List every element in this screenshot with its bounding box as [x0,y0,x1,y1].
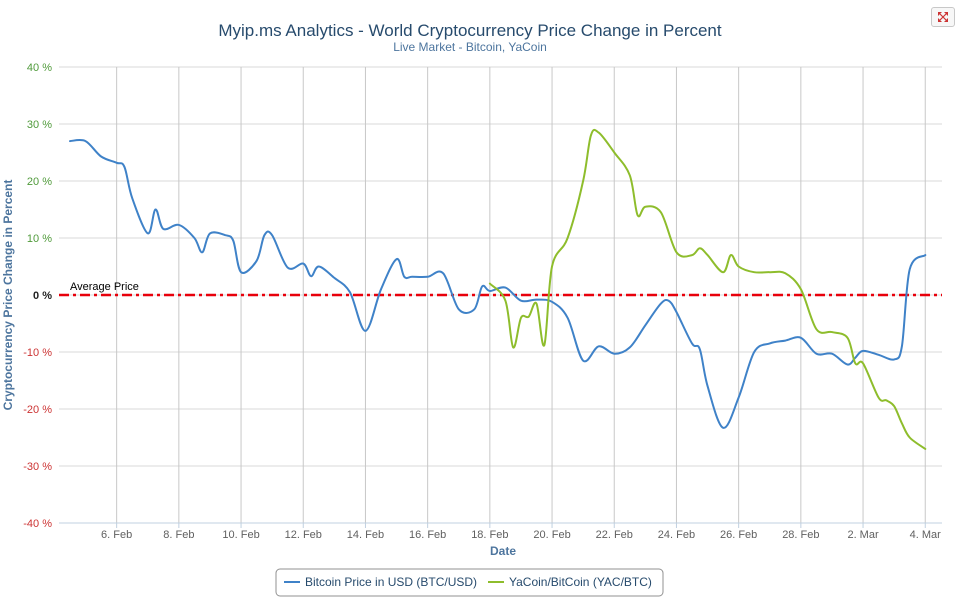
y-tick-label: -10 % [23,347,52,359]
plot-lines: Average Price [59,281,942,297]
x-tick-label: 20. Feb [533,529,570,541]
y-tick-label: -20 % [23,404,52,416]
y-tick-label: -30 % [23,461,52,473]
y-axis-ticks: 40 % 30 % 20 % 10 % 0 % -10 % -20 % -30 % -40 % [23,62,52,530]
y-tick-label: -40 % [23,518,52,530]
x-tick-label: 28. Feb [782,529,819,541]
series-line-yacoin [488,128,927,450]
legend: Bitcoin Price in USD (BTC/USD) YaCoin/Bi… [275,568,664,597]
legend-label-yacoin: YaCoin/BitCoin (YAC/BTC) [509,575,652,589]
fullscreen-icon [938,12,948,22]
x-tick-label: 14. Feb [347,529,384,541]
legend-item-yacoin[interactable]: YaCoin/BitCoin (YAC/BTC) [488,575,652,589]
y-tick-label: 30 % [27,119,52,131]
legend-label-bitcoin: Bitcoin Price in USD (BTC/USD) [305,575,477,589]
x-tick-label: 6. Feb [101,529,132,541]
series-line-bitcoin [69,138,927,429]
y-tick-label: 0 % [33,290,52,302]
y-tick-label: 40 % [27,62,52,74]
x-tick-label: 8. Feb [163,529,194,541]
y-tick-label: 10 % [27,233,52,245]
y-axis-title: Cryptocurrency Price Change in Percent [1,180,15,411]
legend-item-bitcoin[interactable]: Bitcoin Price in USD (BTC/USD) [284,575,477,589]
legend-box [275,568,664,597]
x-tick-label: 16. Feb [409,529,446,541]
x-tick-label: 18. Feb [471,529,508,541]
x-tick-label: 26. Feb [720,529,757,541]
x-tick-label: 24. Feb [658,529,695,541]
chart-title: Myip.ms Analytics - World Cryptocurrency… [218,21,722,40]
average-price-label: Average Price [70,281,139,293]
x-axis-ticks: 6. Feb 8. Feb 10. Feb 12. Feb 14. Feb 16. Feb… [101,523,941,541]
export-button[interactable] [931,7,955,27]
x-tick-label: 22. Feb [596,529,633,541]
x-tick-label: 2. Mar [847,529,879,541]
x-axis-title: Date [490,544,516,558]
series-group [69,128,927,450]
chart-subtitle: Live Market - Bitcoin, YaCoin [393,40,547,54]
x-tick-label: 4. Mar [910,529,942,541]
x-tick-label: 12. Feb [285,529,322,541]
y-tick-label: 20 % [27,176,52,188]
x-tick-label: 10. Feb [222,529,259,541]
